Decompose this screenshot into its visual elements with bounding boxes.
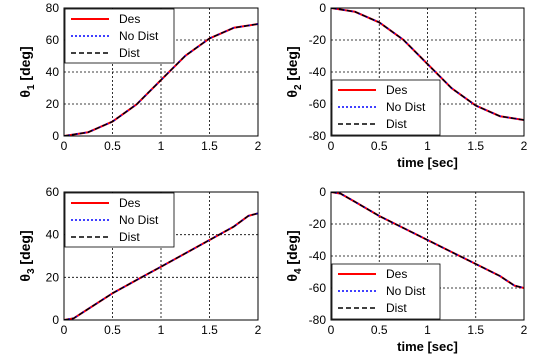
panel3-ytick-label: 60: [46, 185, 60, 199]
panel4-legend-label-no-dist: No Dist: [386, 284, 426, 298]
panel4-legend: Des No Dist Dist: [331, 263, 441, 320]
panel2-legend-label-des: Des: [386, 83, 407, 97]
panel3-series-dist: [64, 212, 258, 320]
panel3-legend-label-no-dist: No Dist: [119, 213, 159, 227]
panel1-ylabel-subscript: 1: [26, 84, 37, 90]
panel2-axes-frame: [330, 7, 525, 137]
panel4-ylabel-symbol: θ: [284, 274, 300, 282]
panel1-series-group: [64, 23, 258, 136]
panel3-ylabel-symbol: θ: [17, 274, 33, 282]
panel2-ytick-label: -60: [309, 97, 327, 111]
panel1-xtick-label: 0.5: [104, 139, 121, 153]
panel2-xtick-label: 1: [424, 139, 431, 153]
panel1-ytick-label: 20: [46, 97, 60, 111]
panel3-axes-frame: [63, 191, 259, 321]
panel3-xtick-label: 1: [158, 323, 165, 337]
panel4-xlabel: time [sec]: [397, 339, 458, 354]
panel3-xtick-label: 0: [61, 323, 68, 337]
panel2-ytick-label: 0: [319, 1, 326, 15]
panel4-ylabel: θ4 [deg]: [284, 230, 304, 281]
panel4-xtick-label: 0: [328, 323, 335, 337]
panel4-ytick-label: 0: [319, 185, 326, 199]
panel1-series-dist: [64, 23, 258, 136]
panel2-ytick-label: -40: [309, 65, 327, 79]
panel4-xtick-label: 1: [424, 323, 431, 337]
panel4-legend-label-des: Des: [386, 267, 407, 281]
panel4-xtick-label: 1.5: [467, 323, 484, 337]
panel4-ylabel-unit: [deg]: [284, 230, 300, 268]
panel3-legend: Des No Dist Dist: [64, 192, 175, 248]
panel3-legend-label-des: Des: [119, 196, 140, 210]
panel2-legend-label-dist: Dist: [386, 117, 407, 131]
panel4-ylabel-subscript: 4: [293, 268, 304, 274]
panel3-legend-label-dist: Dist: [119, 230, 140, 244]
panel3-ytick-label: 0: [52, 313, 59, 327]
panel2-ytick-label: -20: [309, 33, 327, 47]
panel1-xtick-label: 2: [255, 139, 262, 153]
panel1-ytick-label: 60: [46, 33, 60, 47]
panel1-legend: Des No Dist Dist: [64, 8, 175, 64]
panel2-series-dist: [331, 8, 524, 121]
panel4-series-group: [331, 192, 524, 289]
panel2-series-group: [331, 8, 524, 121]
panel3-ylabel: θ3 [deg]: [17, 230, 37, 281]
panel3-ylabel-unit: [deg]: [17, 230, 33, 268]
panel2-xlabel: time [sec]: [397, 155, 458, 170]
panel3-xtick-label: 2: [255, 323, 262, 337]
panel3-xtick-label: 0.5: [104, 323, 121, 337]
panel3-ytick-label: 40: [46, 228, 60, 242]
panel2-xtick-label: 1.5: [467, 139, 484, 153]
panel1-xtick-label: 1: [158, 139, 165, 153]
panel1-legend-label-dist: Dist: [119, 46, 140, 60]
panel2-ylabel: θ2 [deg]: [284, 46, 304, 97]
panel4-ytick-label: -40: [309, 249, 327, 263]
panel1-ytick-label: 40: [46, 65, 60, 79]
panel4-series-dist: [331, 192, 524, 289]
panel2-legend: Des No Dist Dist: [331, 79, 441, 136]
panel4-axes-frame: [330, 191, 525, 321]
panel2-ylabel-symbol: θ: [284, 90, 300, 98]
panel1-xtick-label: 0: [61, 139, 68, 153]
panel3-series-group: [64, 212, 258, 320]
panel4-plot: 0 0.5 1 1.5 2 0 -20 -40 -60 -80 Des No Dist Dist θ4 […: [284, 185, 528, 354]
panel2-ylabel-subscript: 2: [293, 84, 304, 90]
panel2-xtick-label: 0: [328, 139, 335, 153]
panel2-ylabel-unit: [deg]: [284, 46, 300, 84]
panel1-ytick-label: 80: [46, 1, 60, 15]
panel2-xtick-label: 2: [521, 139, 528, 153]
panel1-ylabel-symbol: θ: [17, 90, 33, 98]
panel4-ytick-label: -20: [309, 217, 327, 231]
panel2-xtick-label: 0.5: [371, 139, 388, 153]
panel4-ytick-label: -60: [309, 281, 327, 295]
panel1-axes-frame: [63, 7, 259, 137]
panel2-ytick-label: -80: [309, 129, 327, 143]
panel1-ylabel-unit: [deg]: [17, 46, 33, 84]
panel3-ylabel-subscript: 3: [26, 268, 37, 274]
panel4-xtick-label: 2: [521, 323, 528, 337]
panel1-legend-label-des: Des: [119, 12, 140, 26]
panel1-ytick-label: 0: [52, 129, 59, 143]
panel2-legend-label-no-dist: No Dist: [386, 100, 426, 114]
panel4-legend-label-dist: Dist: [386, 301, 407, 315]
panel4-ytick-label: -80: [309, 313, 327, 327]
panel1-ylabel: θ1 [deg]: [17, 46, 37, 97]
panel1-xtick-label: 1.5: [201, 139, 218, 153]
panel4-xtick-label: 0.5: [371, 323, 388, 337]
panel3-xtick-label: 1.5: [201, 323, 218, 337]
panel3-ytick-label: 20: [46, 270, 60, 284]
panel1-legend-label-no-dist: No Dist: [119, 29, 159, 43]
